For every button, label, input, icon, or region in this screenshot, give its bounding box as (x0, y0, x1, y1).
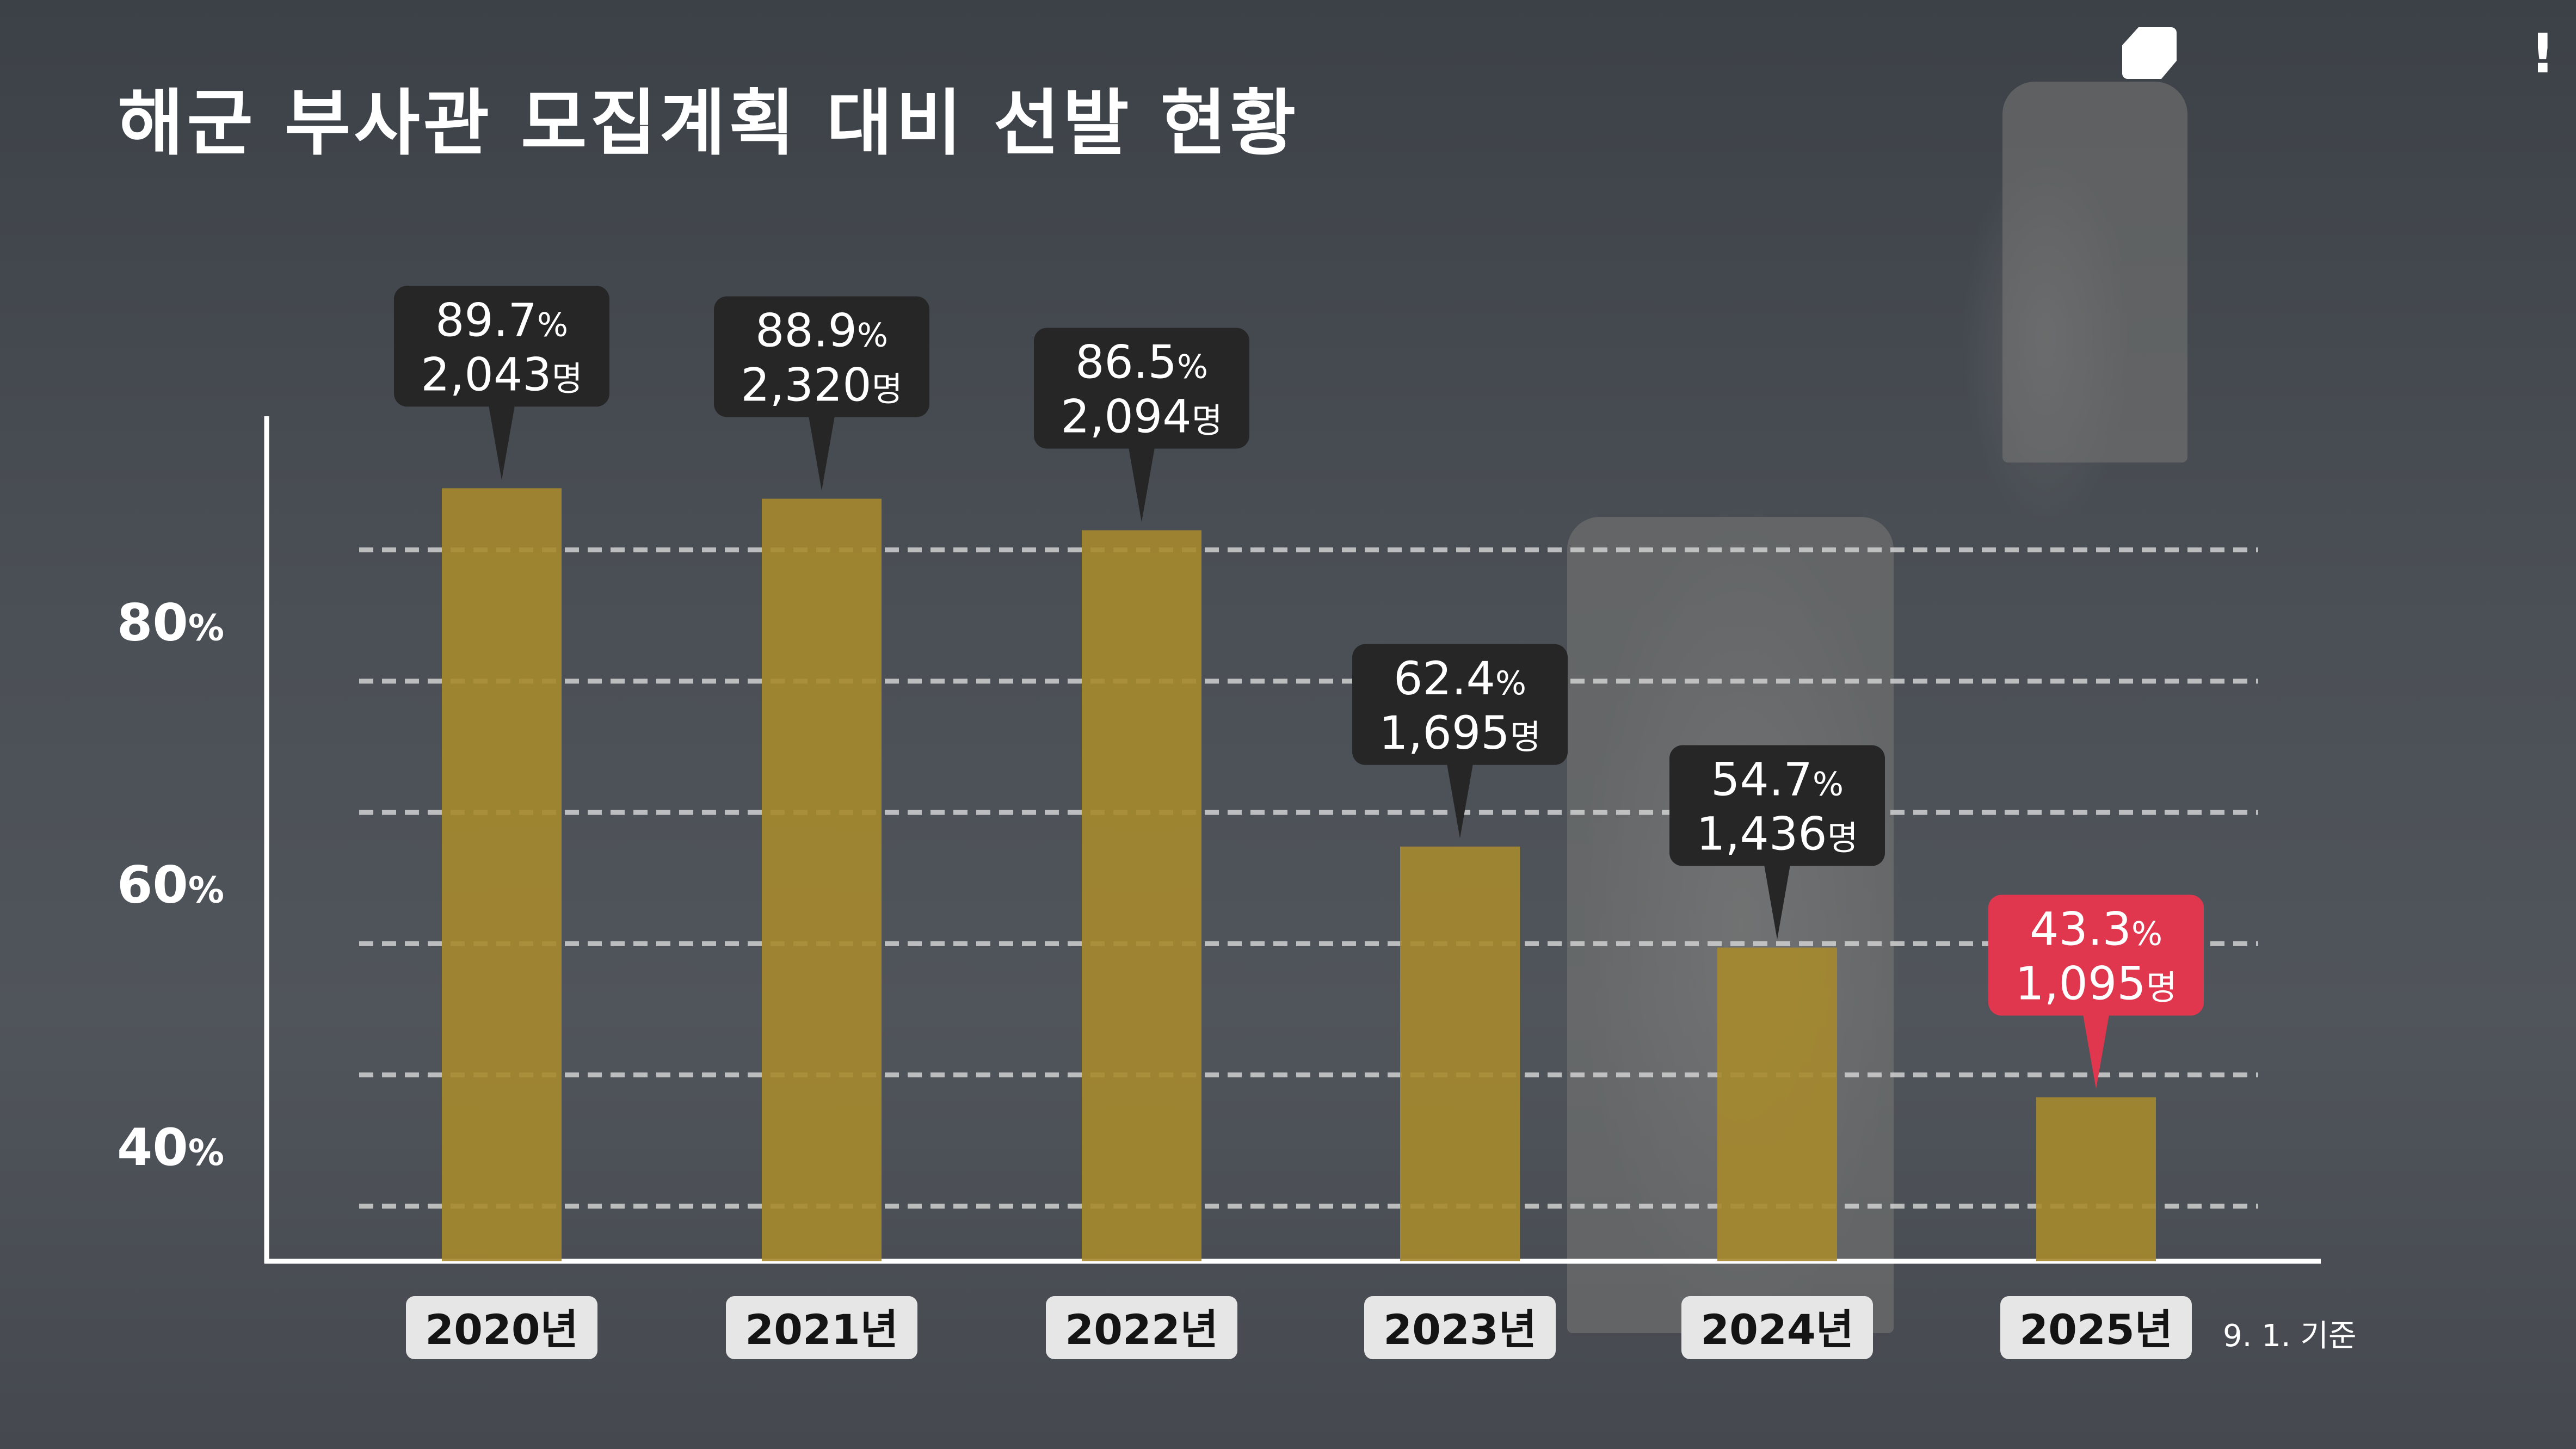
callout-percent: 43.3% (2030, 902, 2162, 955)
callout-count: 1,695명 (1379, 706, 1541, 760)
category-label: 2024년 (1700, 1305, 1853, 1354)
bar-2020년 (442, 488, 562, 1261)
callout-pointer (1764, 865, 1790, 940)
count-value: 2,094 (1061, 390, 1191, 443)
callout-2022년: 86.5%2,094명 (1034, 328, 1249, 522)
y-tick-value: 40 (117, 1118, 188, 1177)
page-title: 해군 부사관 모집계획 대비 선발 현황 (118, 82, 1299, 165)
x-category-2023년: 2023년 (1364, 1296, 1556, 1359)
category-label: 2023년 (1383, 1305, 1536, 1354)
gridlines (359, 547, 2258, 1209)
callout-2020년: 89.7%2,043명 (394, 286, 609, 480)
percent-value: 54.7 (1711, 753, 1813, 806)
callout-count: 2,320명 (741, 359, 903, 412)
axes (264, 416, 2321, 1264)
percent-unit: % (2131, 915, 2162, 953)
percent-value: 43.3 (2030, 902, 2131, 955)
count-value: 1,095 (2015, 957, 2146, 1010)
callout-percent: 89.7% (435, 293, 568, 347)
callout-2025년: 43.3%1,095명 (1988, 895, 2204, 1089)
category-label: 2025년 (2019, 1305, 2172, 1354)
count-unit: 명 (1192, 400, 1223, 440)
category-label: 2022년 (1065, 1305, 1218, 1354)
count-unit: 명 (872, 369, 903, 409)
count-value: 2,320 (741, 359, 871, 412)
y-tick-label: 40% (117, 1118, 224, 1177)
y-tick-label: 60% (117, 856, 224, 915)
exclamation-icon: ! (2530, 22, 2555, 85)
data-callouts: 89.7%2,043명88.9%2,320명86.5%2,094명62.4%1,… (394, 286, 2204, 1089)
callout-count: 2,094명 (1061, 390, 1223, 443)
callout-box (394, 286, 609, 407)
category-box (1681, 1296, 1873, 1359)
y-tick-value: 80 (117, 593, 188, 652)
callout-pointer (1129, 447, 1155, 522)
callout-count: 1,436명 (1696, 807, 1858, 861)
count-value: 1,695 (1379, 706, 1509, 760)
category-box (1046, 1296, 1237, 1359)
callout-pointer (809, 416, 835, 491)
count-unit: 명 (552, 359, 583, 398)
ship-silhouette (2002, 82, 2187, 463)
x-category-2021년: 2021년 (726, 1296, 917, 1359)
percent-unit: % (537, 306, 568, 344)
callout-count: 2,043명 (421, 348, 583, 401)
callout-2023년: 62.4%1,695명 (1352, 644, 1568, 838)
bar-2024년 (1717, 947, 1837, 1261)
callout-box (1352, 644, 1568, 765)
percent-unit: % (857, 317, 888, 355)
y-tick-unit: % (188, 1132, 224, 1174)
callout-count: 1,095명 (2015, 957, 2177, 1010)
percent-unit: % (1495, 664, 1526, 702)
count-unit: 명 (1827, 818, 1858, 858)
count-unit: 명 (1510, 717, 1541, 757)
percent-unit: % (1177, 348, 1208, 386)
count-unit: 명 (2146, 967, 2177, 1007)
footnote: 9. 1. 기준 (2223, 1318, 2357, 1354)
y-tick-label: 80% (117, 593, 224, 652)
y-tick-unit: % (188, 870, 224, 911)
callout-box (1669, 745, 1885, 866)
percent-value: 86.5 (1075, 335, 1177, 389)
bar-2022년 (1082, 530, 1201, 1261)
percent-unit: % (1813, 766, 1844, 804)
x-category-labels: 2020년 2021년 2022년 2023년 2024년 2025년 (406, 1296, 2192, 1359)
callout-percent: 54.7% (1711, 753, 1844, 806)
callout-2021년: 88.9%2,320명 (714, 296, 929, 491)
callout-box (1034, 328, 1249, 449)
percent-value: 89.7 (435, 293, 537, 347)
callout-box (1988, 895, 2204, 1016)
category-box (726, 1296, 917, 1359)
category-box (2000, 1296, 2192, 1359)
count-value: 1,436 (1696, 807, 1827, 861)
callout-percent: 88.9% (755, 304, 888, 357)
count-value: 2,043 (421, 348, 551, 401)
y-tick-value: 60 (117, 856, 188, 915)
category-box (406, 1296, 597, 1359)
x-category-2022년: 2022년 (1046, 1296, 1237, 1359)
x-category-2025년: 2025년 (2000, 1296, 2192, 1359)
category-box (1364, 1296, 1556, 1359)
callout-2024년: 54.7%1,436명 (1669, 745, 1885, 940)
y-tick-unit: % (188, 607, 224, 649)
x-category-2020년: 2020년 (406, 1296, 597, 1359)
y-tick-labels: 80%60%40% (117, 593, 224, 1177)
logo-icon (2122, 27, 2177, 79)
bar-2023년 (1400, 846, 1520, 1261)
percent-value: 62.4 (1394, 652, 1495, 705)
category-label: 2020년 (425, 1305, 578, 1354)
bar-2025년 (2036, 1097, 2156, 1261)
percent-value: 88.9 (755, 304, 857, 357)
callout-pointer (1447, 763, 1473, 838)
bar-2021년 (762, 498, 882, 1261)
callout-pointer (2083, 1014, 2109, 1089)
callout-percent: 86.5% (1075, 335, 1208, 389)
callout-box (714, 296, 929, 417)
x-category-2024년: 2024년 (1681, 1296, 1873, 1359)
callout-percent: 62.4% (1394, 652, 1526, 705)
category-label: 2021년 (745, 1305, 898, 1354)
bars (442, 488, 2156, 1261)
callout-pointer (489, 405, 515, 480)
